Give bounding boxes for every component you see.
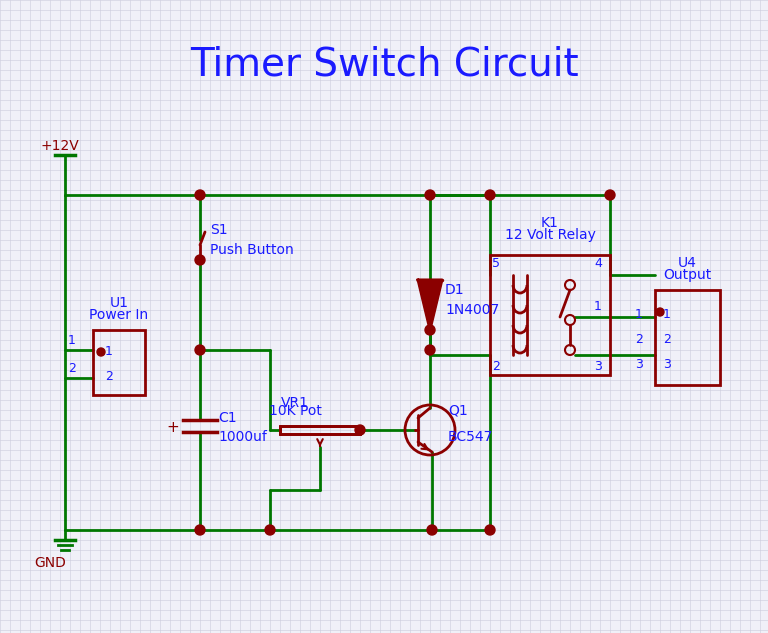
Text: 2: 2 bbox=[635, 333, 643, 346]
Text: Output: Output bbox=[663, 268, 711, 282]
Circle shape bbox=[265, 525, 275, 535]
Text: 1: 1 bbox=[594, 300, 602, 313]
Text: 2: 2 bbox=[492, 360, 500, 373]
Text: Timer Switch Circuit: Timer Switch Circuit bbox=[190, 46, 578, 84]
Text: +: + bbox=[167, 420, 180, 436]
Circle shape bbox=[485, 190, 495, 200]
Circle shape bbox=[195, 190, 205, 200]
Circle shape bbox=[485, 525, 495, 535]
Circle shape bbox=[656, 308, 664, 316]
Circle shape bbox=[425, 325, 435, 335]
Text: 1: 1 bbox=[68, 334, 76, 347]
Circle shape bbox=[195, 345, 205, 355]
Text: U1: U1 bbox=[110, 296, 128, 310]
Text: 12 Volt Relay: 12 Volt Relay bbox=[505, 228, 595, 242]
Circle shape bbox=[425, 190, 435, 200]
Text: S1: S1 bbox=[210, 223, 227, 237]
Text: 2: 2 bbox=[68, 362, 76, 375]
Circle shape bbox=[97, 348, 105, 356]
Text: K1: K1 bbox=[541, 216, 559, 230]
Text: 5: 5 bbox=[492, 257, 500, 270]
Text: U4: U4 bbox=[677, 256, 697, 270]
Text: BC547: BC547 bbox=[448, 430, 493, 444]
Text: Power In: Power In bbox=[89, 308, 148, 322]
Text: 10K Pot: 10K Pot bbox=[269, 404, 322, 418]
Circle shape bbox=[425, 345, 435, 355]
Circle shape bbox=[355, 425, 365, 435]
Text: Push Button: Push Button bbox=[210, 243, 293, 257]
Text: 2: 2 bbox=[105, 370, 113, 383]
Text: D1: D1 bbox=[445, 283, 465, 297]
Circle shape bbox=[195, 525, 205, 535]
Text: 1N4007: 1N4007 bbox=[445, 303, 499, 317]
Text: 1: 1 bbox=[635, 308, 643, 321]
Text: GND: GND bbox=[34, 556, 66, 570]
Text: 3: 3 bbox=[635, 358, 643, 371]
Circle shape bbox=[427, 525, 437, 535]
Text: 1: 1 bbox=[663, 308, 671, 321]
Text: C1: C1 bbox=[218, 411, 237, 425]
Polygon shape bbox=[418, 280, 442, 330]
Text: VR1: VR1 bbox=[281, 396, 309, 410]
Circle shape bbox=[195, 255, 205, 265]
Circle shape bbox=[605, 190, 615, 200]
Text: +12V: +12V bbox=[40, 139, 79, 153]
Text: 4: 4 bbox=[594, 257, 602, 270]
Text: 2: 2 bbox=[663, 333, 671, 346]
Text: Q1: Q1 bbox=[448, 404, 468, 418]
Text: 3: 3 bbox=[594, 360, 602, 373]
Text: 3: 3 bbox=[663, 358, 671, 371]
Text: 1: 1 bbox=[105, 345, 113, 358]
Text: 1000uf: 1000uf bbox=[218, 430, 266, 444]
